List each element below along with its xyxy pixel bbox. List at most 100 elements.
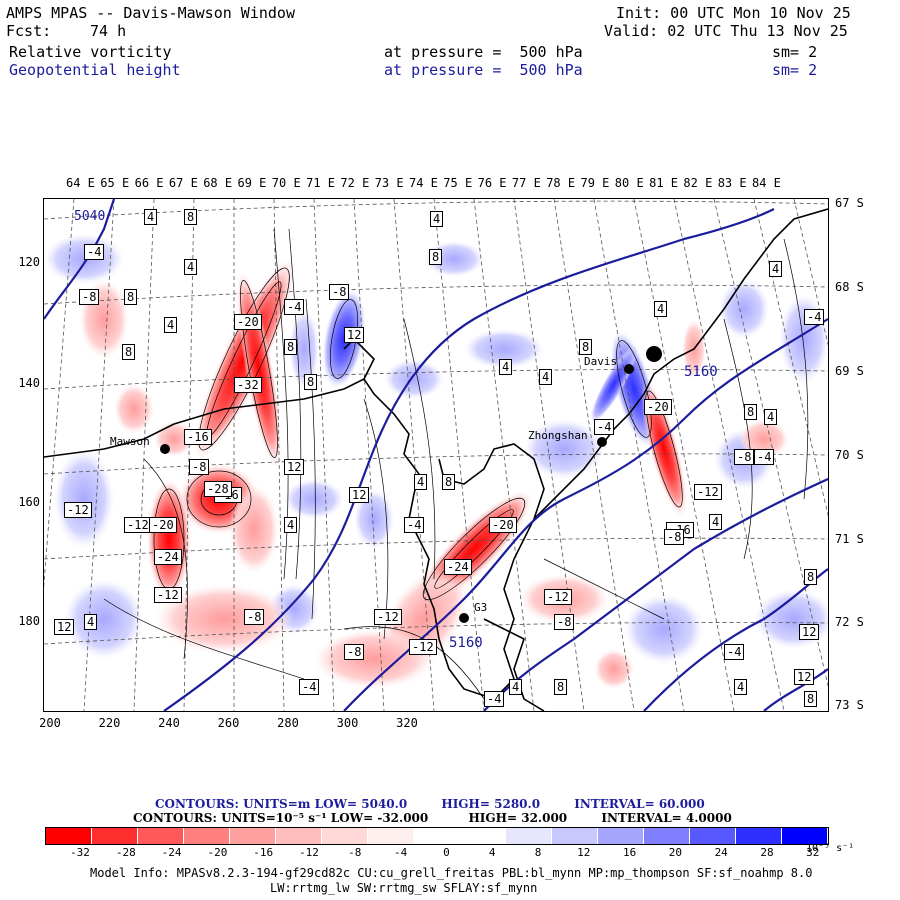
vorticity-contour-interval: INTERVAL= 4.0000 bbox=[601, 811, 732, 825]
colorbar-tick-label: -20 bbox=[207, 846, 228, 859]
contour-label-box: -4 bbox=[754, 449, 775, 465]
x-grid-label: 280 bbox=[277, 716, 299, 730]
longitude-label: 82 E bbox=[683, 176, 713, 190]
contour-label-box: -16 bbox=[184, 429, 212, 445]
longitude-label: 69 E bbox=[237, 176, 267, 190]
longitude-label: 65 E bbox=[100, 176, 130, 190]
vorticity-contour-info: CONTOURS: UNITS=10⁻⁵ s⁻¹ LOW= -32.000 HI… bbox=[133, 811, 732, 825]
contour-label-box: 4 bbox=[284, 517, 298, 533]
colorbar-tick-label: -12 bbox=[299, 846, 319, 859]
contour-label-box: -8 bbox=[244, 609, 265, 625]
colorbar-swatch bbox=[506, 828, 552, 844]
contour-label-box: -4 bbox=[404, 517, 425, 533]
contour-label-box: -28 bbox=[204, 481, 232, 497]
longitude-label: 78 E bbox=[546, 176, 576, 190]
colorbar-swatch bbox=[460, 828, 506, 844]
colorbar-swatch bbox=[276, 828, 322, 844]
colorbar-swatch bbox=[92, 828, 138, 844]
longitude-label: 84 E bbox=[752, 176, 781, 190]
height-contour-high: HIGH= 5280.0 bbox=[441, 797, 541, 811]
zhongshan-marker bbox=[597, 437, 607, 447]
contour-label-box: 4 bbox=[430, 211, 444, 227]
x-grid-label: 300 bbox=[336, 716, 359, 730]
latitude-label: 67 S bbox=[835, 196, 864, 210]
latitude-label: 71 S bbox=[835, 532, 864, 546]
field1-smoothing: sm= 2 bbox=[772, 43, 818, 61]
latitude-label: 73 S bbox=[835, 698, 864, 712]
colorbar-tick-label: 32 bbox=[806, 846, 820, 859]
map-title: AMPS MPAS -- Davis-Mawson Window bbox=[6, 4, 295, 22]
contour-label-box: -12 bbox=[154, 587, 182, 603]
contour-label-box: -20 bbox=[149, 517, 177, 533]
longitude-label: 76 E bbox=[477, 176, 507, 190]
latitude-label: 69 S bbox=[835, 364, 864, 378]
colorbar-tick-label: -4 bbox=[393, 846, 408, 859]
height-label-5040: 5040 bbox=[74, 209, 106, 224]
height-contour-info: CONTOURS: UNITS=m LOW= 5040.0 HIGH= 5280… bbox=[155, 797, 705, 811]
colorbar-tick-label: 4 bbox=[488, 846, 496, 859]
contour-label-box: -4 bbox=[594, 419, 615, 435]
contour-label-box: 4 bbox=[654, 301, 668, 317]
longitude-label: 77 E bbox=[511, 176, 541, 190]
contour-label-box: -12 bbox=[64, 502, 92, 518]
field1-level: at pressure = 500 hPa bbox=[384, 43, 583, 61]
contour-label-box: 4 bbox=[769, 261, 783, 277]
contour-label-box: -4 bbox=[804, 309, 825, 325]
contour-label-box: -4 bbox=[284, 299, 305, 315]
colorbar-unit: 10⁻⁵ s⁻¹ bbox=[806, 843, 855, 854]
contour-label-box: 8 bbox=[122, 344, 136, 360]
height-label-5160-b: 5160 bbox=[684, 364, 718, 380]
contour-label-box: 4 bbox=[764, 409, 778, 425]
longitude-label: 68 E bbox=[203, 176, 233, 190]
contour-label-box: -4 bbox=[299, 679, 320, 695]
map-canvas bbox=[44, 199, 828, 711]
vorticity-contour-units: CONTOURS: UNITS=10⁻⁵ s⁻¹ LOW= -32.000 bbox=[133, 811, 429, 825]
coastline bbox=[44, 208, 828, 711]
station-label-zhongshan: Zhongshan bbox=[528, 429, 588, 442]
contour-label-box: 8 bbox=[804, 691, 818, 707]
longitude-label: 73 E bbox=[374, 176, 404, 190]
colorbar-tick-label: 8 bbox=[534, 846, 542, 859]
longitude-label: 64 E bbox=[66, 176, 95, 190]
colorbar-tick-label: 20 bbox=[668, 846, 683, 859]
colorbar-swatch bbox=[598, 828, 644, 844]
contour-label-box: 8 bbox=[744, 404, 758, 420]
colorbar-tick-label: 16 bbox=[622, 846, 637, 859]
contour-label-box: 12 bbox=[284, 459, 305, 475]
contour-label-box: -24 bbox=[444, 559, 472, 575]
contour-label-box: -12 bbox=[544, 589, 572, 605]
y-grid-label: 120 bbox=[18, 255, 40, 269]
contour-label-box: 12 bbox=[794, 669, 815, 685]
colorbar-tick-label: -28 bbox=[115, 846, 136, 859]
colorbar-tick-label: -16 bbox=[253, 846, 274, 859]
map-plot-area[interactable]: Mawson Zhongshan Davis G3 5040 5160 5160… bbox=[43, 198, 829, 712]
contour-label-box: -12 bbox=[124, 517, 152, 533]
longitude-label: 67 E bbox=[168, 176, 198, 190]
contour-label-box: 4 bbox=[184, 259, 198, 275]
contour-label-box: 4 bbox=[539, 369, 553, 385]
height-contour-interval: INTERVAL= 60.000 bbox=[574, 797, 705, 811]
longitude-label: 71 E bbox=[306, 176, 335, 190]
valid-time: Valid: 02 UTC Thu 13 Nov 25 bbox=[604, 22, 848, 40]
colorbar-swatch bbox=[138, 828, 184, 844]
contour-label-box: 12 bbox=[54, 619, 75, 635]
colorbar-swatch bbox=[414, 828, 460, 844]
field2-name: Geopotential height bbox=[9, 61, 181, 79]
height-label-5160-a: 5160 bbox=[449, 635, 483, 651]
x-grid-label: 240 bbox=[158, 716, 180, 730]
station-label-davis: Davis bbox=[584, 355, 618, 368]
contour-label-box: -8 bbox=[554, 614, 575, 630]
contour-label-box: 4 bbox=[499, 359, 513, 375]
x-grid-label: 260 bbox=[217, 716, 240, 730]
contour-label-box: -8 bbox=[329, 284, 350, 300]
colorbar-swatch bbox=[690, 828, 736, 844]
longitude-label: 81 E bbox=[649, 176, 678, 190]
longitude-label: 79 E bbox=[580, 176, 610, 190]
contour-label-box: 12 bbox=[344, 327, 365, 343]
colorbar-swatch bbox=[230, 828, 276, 844]
vorticity-contour-high: HIGH= 32.000 bbox=[468, 811, 568, 825]
colorbar-tick-label: -8 bbox=[348, 846, 362, 859]
station-label-g3: G3 bbox=[474, 601, 488, 614]
model-info-line1: Model Info: MPASv8.2.3-194-gf29cd82c CU:… bbox=[90, 866, 813, 880]
contour-label-box: 4 bbox=[414, 474, 428, 490]
